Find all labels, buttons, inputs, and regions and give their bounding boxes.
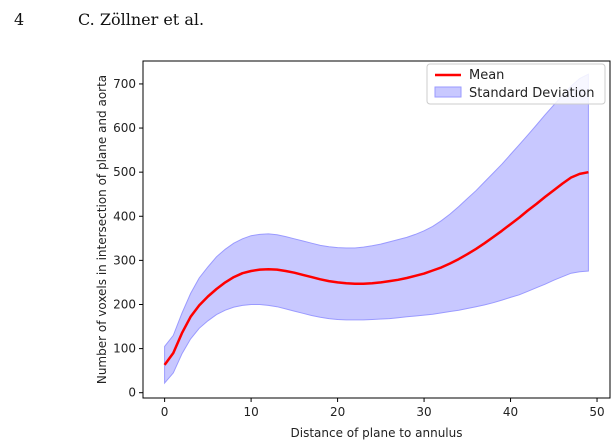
y-tick-label: 700 [113,77,136,91]
y-tick-label: 600 [113,121,136,135]
x-axis-title: Distance of plane to annulus [291,426,463,440]
mean-line-layer [163,170,589,366]
page-header: 4 C. Zöllner et al. [0,10,616,40]
legend-box [426,63,606,105]
y-axis-title: Number of voxels in intersection of plan… [95,75,109,384]
running-head: C. Zöllner et al. [78,10,205,29]
legend: Mean Standard Deviation [426,63,606,105]
y-tick-label: 100 [113,342,136,356]
mean-line [163,170,589,366]
page-number: 4 [14,10,25,29]
y-tick-label: 500 [113,165,136,179]
plot-frame [142,60,611,399]
x-tick-label: 0 [161,405,169,419]
std-band-layer [164,73,589,385]
x-tick-label: 10 [243,405,258,419]
x-axis: 0 10 20 30 40 50 [161,398,605,419]
y-tick-label: 300 [113,253,136,267]
std-deviation-band [164,73,589,385]
y-axis: 0 100 200 300 400 500 600 700 [113,77,143,400]
y-tick-label: 400 [113,209,136,223]
legend-std-label: Standard Deviation [469,86,594,101]
x-tick-label: 30 [416,405,431,419]
x-tick-label: 40 [503,405,518,419]
legend-std-swatch [434,86,462,98]
x-tick-label: 50 [589,405,604,419]
legend-mean-label: Mean [469,68,504,83]
x-tick-label: 20 [330,405,345,419]
y-tick-label: 200 [113,297,136,311]
y-tick-label: 0 [128,386,136,400]
